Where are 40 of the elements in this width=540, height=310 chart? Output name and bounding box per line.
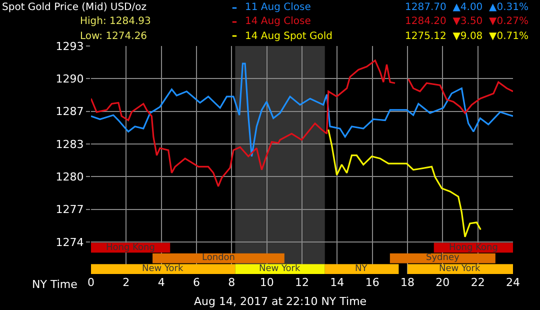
- x-tick-label: 6: [193, 276, 200, 289]
- band-label: New York: [142, 264, 184, 274]
- legend-label: 11 Aug Close: [245, 2, 311, 13]
- legend-label: 14 Aug Close: [245, 16, 311, 27]
- band-label: Hong Kong: [449, 243, 498, 253]
- text: High: 1284.93: [80, 16, 151, 27]
- x-axis-title: NY Time: [32, 278, 78, 291]
- y-tick-label: 1274: [56, 236, 84, 249]
- y-tick-label: 1283: [56, 138, 84, 151]
- text: Low: 1274.26: [80, 31, 148, 42]
- x-tick-label: 20: [436, 276, 450, 289]
- band-label: Sydney: [426, 253, 460, 263]
- x-tick-label: 0: [88, 276, 94, 289]
- x-tick-label: 2: [122, 276, 130, 289]
- legend-label: 14 Aug Spot Gold: [245, 31, 333, 42]
- y-tick-label: 1277: [56, 203, 84, 216]
- x-tick-label: 16: [365, 276, 380, 289]
- x-tick-label: 8: [228, 276, 236, 289]
- x-tick-label: 24: [506, 276, 520, 289]
- text: 1287.70 ▲4.00 ▲0.31%: [405, 2, 528, 13]
- text: 1284.20 ▼3.50 ▼0.27%: [405, 16, 528, 27]
- x-tick-label: 22: [470, 276, 485, 289]
- band-label: London: [202, 253, 235, 263]
- x-tick-label: 18: [400, 276, 414, 289]
- x-tick-label: 12: [295, 276, 309, 289]
- band-label: NY: [355, 264, 368, 274]
- y-tick-label: 1280: [56, 170, 84, 184]
- band-label: New York: [439, 264, 481, 274]
- y-tick-label: 1293: [56, 40, 84, 53]
- y-tick-label: 1290: [56, 72, 84, 86]
- x-tick-label: 10: [260, 276, 274, 289]
- x-tick-label: 4: [158, 276, 165, 289]
- x-tick-label: 14: [330, 276, 344, 289]
- line-series: [328, 128, 482, 238]
- chart-title: Spot Gold Price (Mid) USD/oz: [2, 2, 146, 13]
- text: 1275.12 ▼9.08 ▼0.71%: [405, 31, 528, 42]
- y-tick-label: 1287: [56, 105, 84, 118]
- band-label: Hong Kong: [106, 243, 155, 253]
- text: Aug 14, 2017 at 22:10 NY Time: [194, 295, 367, 308]
- band-label: New York: [259, 264, 301, 274]
